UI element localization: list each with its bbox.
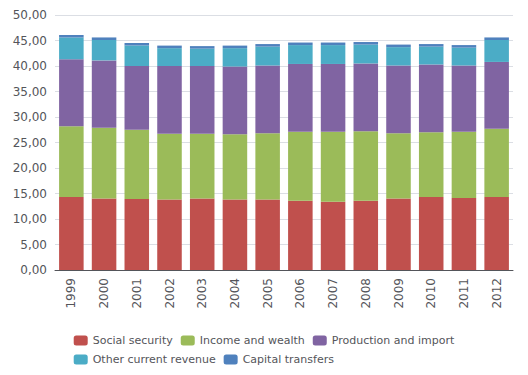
- svg-text:2000: 2000: [97, 278, 111, 309]
- svg-text:10,00: 10,00: [13, 212, 47, 226]
- svg-text:15,00: 15,00: [13, 187, 47, 201]
- svg-text:2006: 2006: [293, 278, 307, 309]
- svg-text:50,00: 50,00: [13, 8, 47, 22]
- svg-text:Production and import: Production and import: [332, 334, 455, 347]
- svg-text:2005: 2005: [261, 278, 275, 309]
- svg-text:2011: 2011: [457, 278, 471, 309]
- svg-text:30,00: 30,00: [13, 110, 47, 124]
- svg-text:2010: 2010: [424, 278, 438, 309]
- svg-text:5,00: 5,00: [20, 238, 47, 252]
- svg-text:25,00: 25,00: [13, 136, 47, 150]
- svg-text:Other current revenue: Other current revenue: [93, 353, 216, 366]
- svg-text:0,00: 0,00: [20, 263, 47, 277]
- svg-text:45,00: 45,00: [13, 34, 47, 48]
- svg-text:2012: 2012: [490, 278, 504, 309]
- svg-text:Social security: Social security: [93, 334, 174, 347]
- svg-text:2009: 2009: [392, 278, 406, 309]
- svg-text:1999: 1999: [64, 278, 78, 309]
- svg-text:2002: 2002: [163, 278, 177, 309]
- svg-text:20,00: 20,00: [13, 161, 47, 175]
- svg-text:35,00: 35,00: [13, 85, 47, 99]
- svg-text:2003: 2003: [195, 278, 209, 309]
- svg-text:2004: 2004: [228, 278, 242, 309]
- svg-text:Income and wealth: Income and wealth: [200, 334, 305, 347]
- svg-text:Capital transfers: Capital transfers: [243, 353, 335, 366]
- svg-text:2001: 2001: [130, 278, 144, 309]
- svg-text:2008: 2008: [359, 278, 373, 309]
- svg-text:2007: 2007: [326, 278, 340, 309]
- svg-text:40,00: 40,00: [13, 59, 47, 73]
